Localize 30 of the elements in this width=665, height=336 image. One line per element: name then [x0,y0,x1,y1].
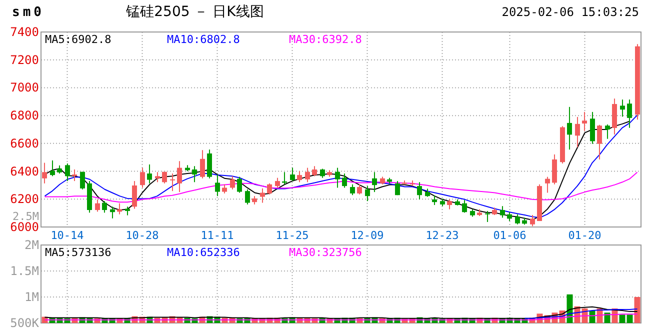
y-tick-label: 7200 [10,52,39,67]
x-tick-label: 01-20 [568,229,602,242]
chart-title: 锰硅2505 － 日K线图 [125,4,264,20]
text: MA10:6802.8 [167,33,240,46]
y-tick-label: 6600 [10,136,39,150]
line-series [524,308,638,319]
y-tick-label: 500K [10,316,40,330]
text: 2025-02-06 15:03:25 [502,5,639,19]
x-tick-label: 12-23 [426,229,459,242]
x-tick-label: 12-09 [350,229,384,242]
text: MA5:6902.8 [45,33,112,46]
text: sm0 [12,5,44,20]
x-tick-label: 11-11 [200,229,234,242]
y-tick-label: 1.5M [10,264,39,278]
y-tick-label: 1M [24,290,39,304]
x-tick-label: 11-25 [276,229,309,242]
line-series [44,306,638,319]
x-tick-label: 10-14 [50,229,84,242]
y-tick-label: 6200 [10,192,39,206]
text: MA5:573136 [45,246,112,259]
y-tick-label: 2M [24,238,39,252]
text: MA10:652336 [167,246,240,259]
y-tick-label: 7000 [10,80,39,95]
y-tick-label: 6400 [10,164,39,178]
y-tick-label: 7400 [10,25,39,39]
y-tick-label: 6800 [10,108,39,123]
text: MA30:323756 [289,246,362,259]
text: MA30:6392.8 [289,33,362,46]
x-tick-label: 01-06 [493,229,526,242]
x-tick-label: 10-28 [126,229,159,242]
